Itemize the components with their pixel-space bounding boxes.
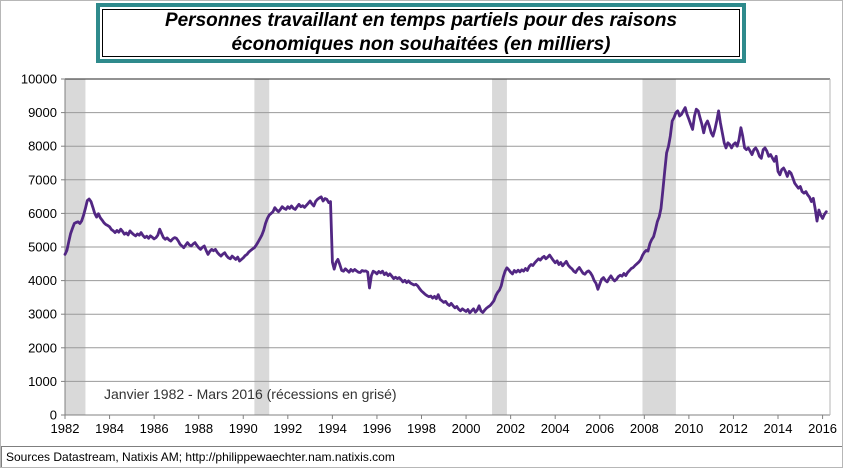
y-axis-label: 3000 xyxy=(28,307,57,322)
y-axis-label: 1000 xyxy=(28,374,57,389)
x-axis-label: 2008 xyxy=(630,421,659,436)
x-axis-label: 1994 xyxy=(318,421,347,436)
chart-title-line1: Personnes travaillant en temps partiels … xyxy=(164,10,678,31)
x-axis-label: 1996 xyxy=(362,421,391,436)
x-axis-label: 2004 xyxy=(541,421,570,436)
chart-title-box: Personnes travaillant en temps partiels … xyxy=(96,3,746,63)
y-axis-label: 10000 xyxy=(21,72,57,87)
y-axis-label: 6000 xyxy=(28,206,57,221)
x-axis-label: 1988 xyxy=(184,421,213,436)
x-axis-label: 2002 xyxy=(496,421,525,436)
x-axis-label: 2014 xyxy=(764,421,793,436)
x-axis-label: 1984 xyxy=(95,421,124,436)
y-axis-label: 5000 xyxy=(28,240,57,255)
chart-title: Personnes travaillant en temps partiels … xyxy=(102,9,740,57)
x-axis-label: 2016 xyxy=(808,421,837,436)
x-axis-label: 1998 xyxy=(407,421,436,436)
y-axis-label: 0 xyxy=(50,408,57,423)
period-annotation: Janvier 1982 - Mars 2016 (récessions en … xyxy=(104,386,397,402)
data-line-series xyxy=(63,106,828,315)
x-axis-label: 2006 xyxy=(585,421,614,436)
x-axis-label: 1982 xyxy=(51,421,80,436)
x-axis-label: 2012 xyxy=(719,421,748,436)
x-axis-label: 1992 xyxy=(273,421,302,436)
y-axis-label: 2000 xyxy=(28,340,57,355)
source-footer: Sources Datastream, Natixis AM; http://p… xyxy=(1,446,842,467)
x-axis-label: 2010 xyxy=(674,421,703,436)
x-axis-label: 1990 xyxy=(229,421,258,436)
y-axis-label: 9000 xyxy=(28,105,57,120)
y-axis-label: 4000 xyxy=(28,273,57,288)
chart-title-line2: économiques non souhaitées (en milliers) xyxy=(231,34,611,55)
y-axis-label: 8000 xyxy=(28,139,57,154)
x-axis-label: 2000 xyxy=(452,421,481,436)
y-axis-label: 7000 xyxy=(28,172,57,187)
x-axis-label: 1986 xyxy=(140,421,169,436)
